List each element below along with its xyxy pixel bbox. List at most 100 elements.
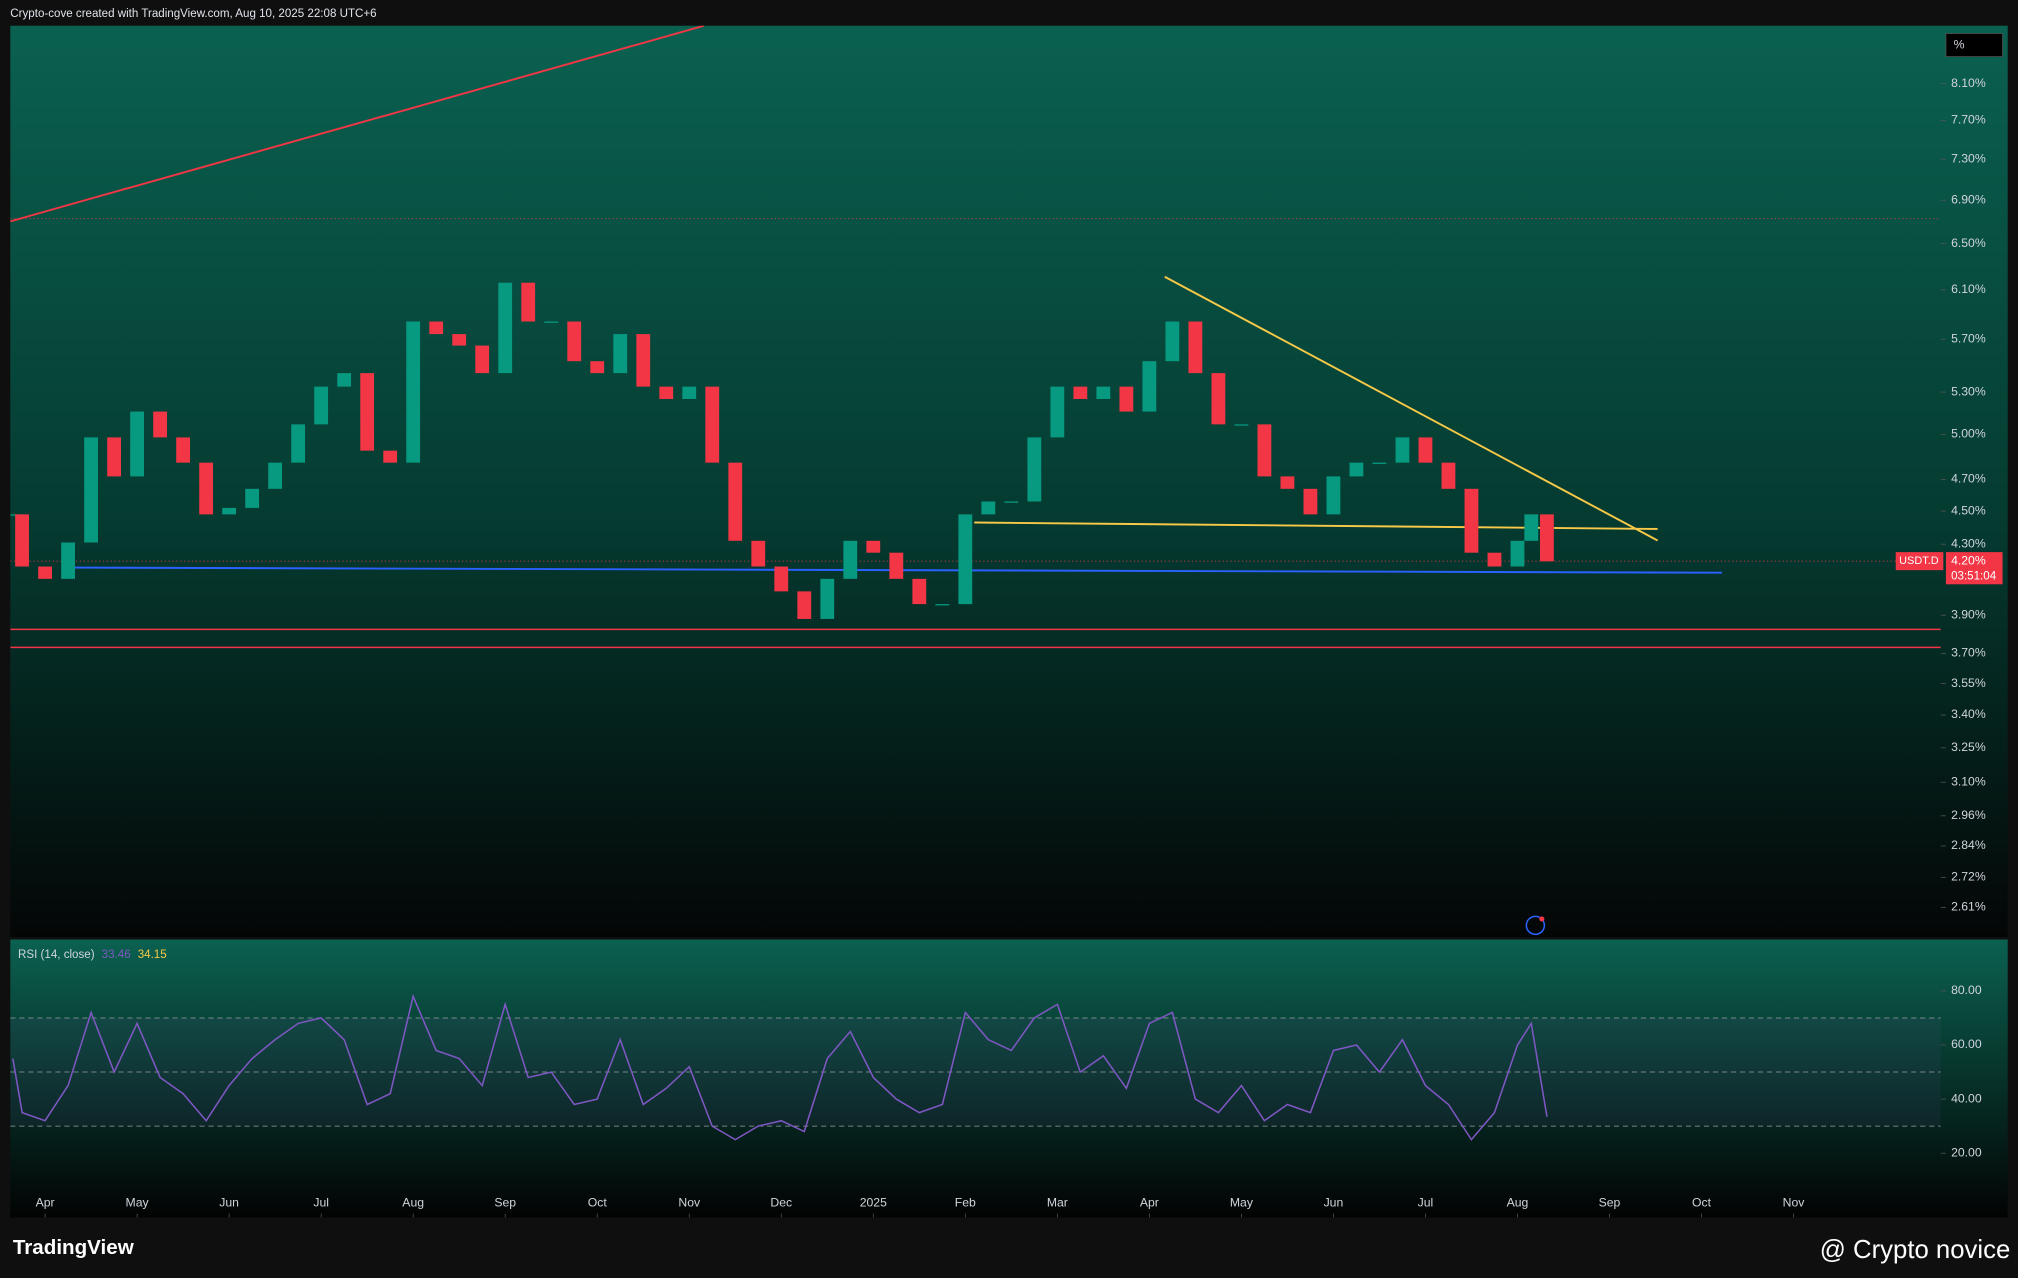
x-tick-label: Oct	[588, 1196, 608, 1210]
candle	[245, 488, 260, 508]
candle	[1211, 373, 1226, 425]
y-tick-label: 80.00	[1951, 983, 1982, 997]
y-tick-label: 6.90%	[1951, 192, 1986, 206]
candle	[1303, 488, 1318, 515]
candle	[843, 540, 858, 579]
candle	[797, 591, 812, 619]
x-tick-label: Sep	[494, 1196, 516, 1210]
y-tick-label: 7.30%	[1951, 151, 1986, 165]
y-tick-label: 5.70%	[1951, 331, 1986, 345]
candle	[268, 462, 283, 489]
candle	[1142, 361, 1157, 412]
unit-box[interactable]	[1945, 33, 2003, 58]
candle	[659, 386, 674, 399]
candle	[1418, 437, 1433, 463]
candle	[1540, 514, 1554, 562]
candle	[590, 361, 605, 374]
candle	[1027, 437, 1042, 502]
candle	[1257, 424, 1272, 477]
y-tick-label: 2.72%	[1951, 870, 1986, 884]
candle	[1188, 321, 1203, 374]
candle	[521, 282, 536, 322]
candle	[866, 540, 881, 553]
rsi-title: RSI (14, close)	[18, 949, 95, 961]
candle	[291, 424, 306, 463]
x-tick-label: Apr	[1140, 1196, 1159, 1210]
candle	[1096, 386, 1111, 399]
candle	[889, 552, 904, 579]
candle	[176, 437, 191, 463]
y-tick-label: 4.70%	[1951, 472, 1986, 486]
candle	[1073, 386, 1088, 399]
y-tick-label: 60.00	[1951, 1037, 1982, 1051]
countdown: 03:51:04	[1951, 571, 1997, 583]
rsi-line	[12, 993, 1548, 1141]
x-tick-label: Jul	[313, 1196, 329, 1210]
candle	[774, 566, 789, 592]
candle	[1326, 476, 1341, 515]
candle	[383, 450, 398, 463]
candle	[15, 514, 29, 567]
candle	[1050, 386, 1065, 438]
x-tick-label: Oct	[1692, 1196, 1712, 1210]
candle	[61, 542, 75, 579]
candle	[452, 334, 467, 346]
x-tick-label: 2025	[860, 1196, 887, 1210]
y-tick-label: 6.50%	[1951, 236, 1986, 250]
trendline	[1164, 275, 1659, 542]
y-tick-label: 40.00	[1951, 1091, 1982, 1105]
x-tick-label: Jun	[1324, 1196, 1344, 1210]
candle	[1487, 552, 1502, 567]
candle	[636, 334, 651, 387]
rsi-plot	[10, 993, 1941, 1141]
candle	[1165, 321, 1180, 362]
candle	[222, 507, 237, 515]
x-tick-label: Nov	[678, 1196, 701, 1210]
candle	[475, 345, 490, 374]
y-tick-label: 8.10%	[1951, 76, 1986, 90]
y-tick-label: 4.50%	[1951, 503, 1986, 517]
symbol-tag	[1895, 552, 1944, 571]
trendline	[10, 25, 705, 223]
candle	[981, 501, 996, 515]
candle	[705, 386, 720, 463]
last-price: 4.20%	[1951, 553, 1986, 567]
y-tick-label: 7.70%	[1951, 113, 1986, 127]
x-tick-label: Mar	[1047, 1196, 1068, 1210]
candle	[567, 321, 582, 362]
candle	[958, 514, 973, 605]
candle	[912, 578, 927, 605]
y-tick-label: 5.30%	[1951, 384, 1986, 398]
y-tick-label: 4.30%	[1951, 536, 1986, 550]
brand: TradingView	[13, 1236, 135, 1259]
candle	[498, 282, 513, 374]
x-tick-label: Nov	[1783, 1196, 1806, 1210]
candle	[935, 604, 950, 606]
author: @ Crypto novice	[1820, 1236, 2011, 1264]
y-tick-label: 3.10%	[1951, 774, 1986, 788]
candle	[10, 514, 20, 516]
y-tick-label: 3.40%	[1951, 707, 1986, 721]
rsi-pane	[10, 939, 2008, 1218]
x-tick-label: Sep	[1599, 1196, 1621, 1210]
candle	[199, 462, 214, 515]
alert-icon[interactable]	[1525, 915, 1546, 936]
x-tick-label: May	[126, 1196, 150, 1210]
candle	[1004, 501, 1019, 503]
candle	[1464, 488, 1479, 553]
candle	[682, 386, 697, 399]
x-tick-label: Aug	[402, 1196, 424, 1210]
price-pane	[10, 25, 2008, 937]
candle	[84, 437, 98, 543]
candle	[751, 540, 766, 567]
x-tick-label: Jun	[219, 1196, 239, 1210]
price-tag	[1945, 552, 2003, 585]
candle	[429, 321, 444, 335]
y-tick-label: 3.70%	[1951, 646, 1986, 660]
y-tick-label: 3.90%	[1951, 607, 1986, 621]
candle	[1280, 476, 1295, 489]
rsi-readout: 33.46	[102, 949, 131, 961]
candle	[314, 386, 329, 425]
x-tick-label: Dec	[770, 1196, 792, 1210]
